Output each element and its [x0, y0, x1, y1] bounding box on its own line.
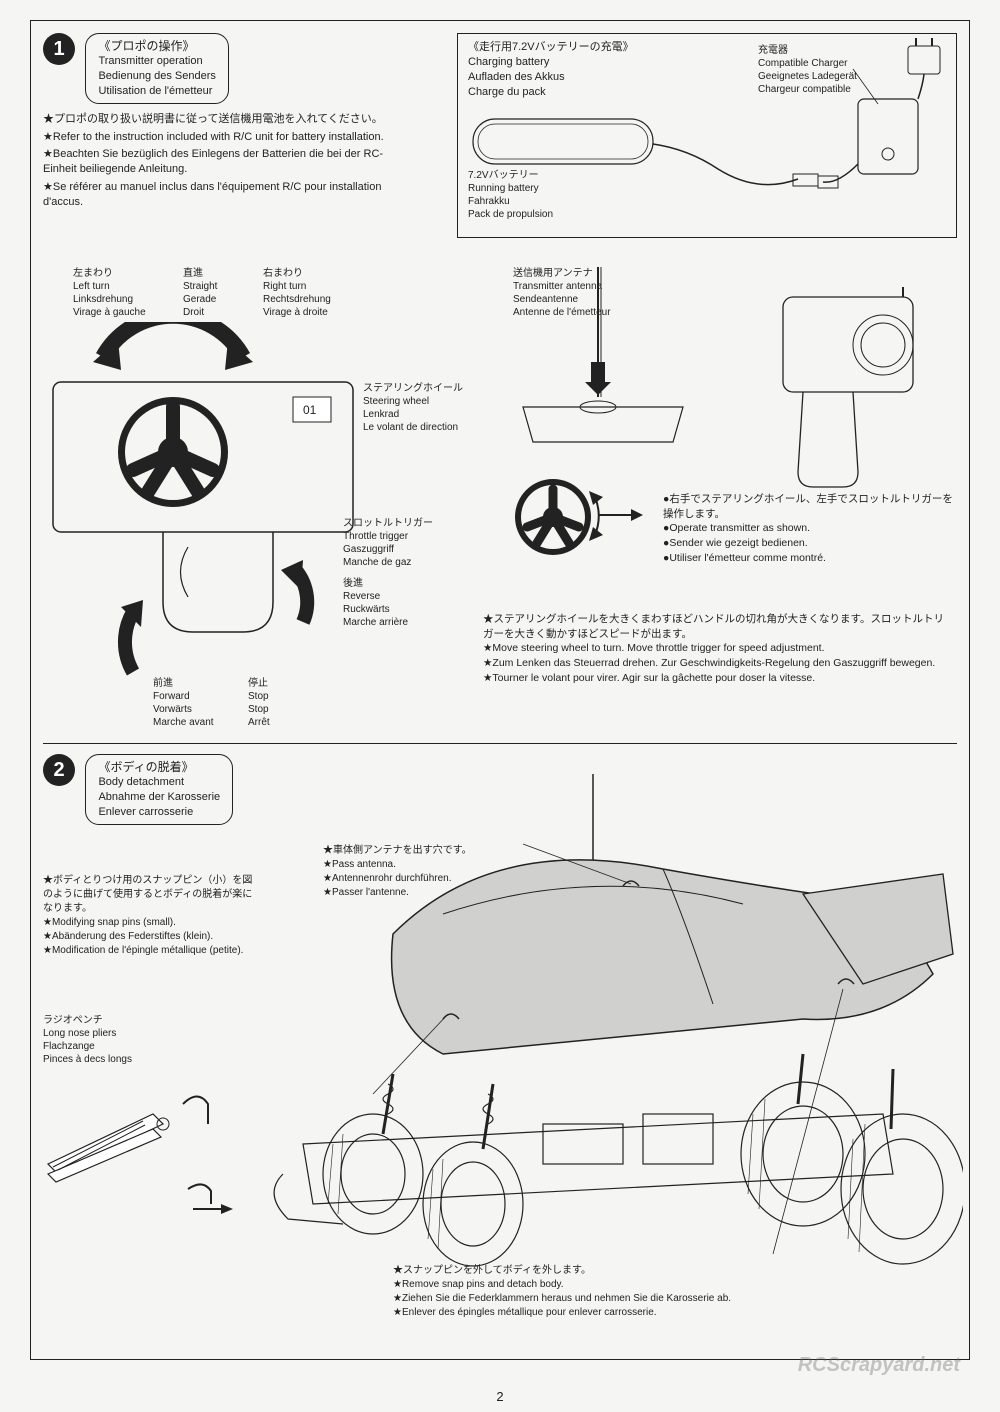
- move-en: ★Move steering wheel to turn. Move throt…: [483, 641, 953, 656]
- forward-jp: 前進: [153, 677, 214, 690]
- left-fr: Virage à gauche: [73, 306, 146, 319]
- reverse-en: Reverse: [343, 590, 408, 603]
- title2-jp: 《ボディの脱着》: [98, 759, 220, 775]
- reverse-jp: 後進: [343, 577, 408, 590]
- right-de: Rechtsdrehung: [263, 293, 331, 306]
- forward-en: Forward: [153, 690, 214, 703]
- straight-en: Straight: [183, 280, 217, 293]
- operate-de: ●Sender wie gezeigt bedienen.: [663, 536, 953, 551]
- forward-fr: Marche avant: [153, 716, 214, 729]
- snap-en: ★Modifying snap pins (small).: [43, 916, 253, 930]
- title2-en: Body detachment: [98, 775, 220, 790]
- remove-jp: ★スナップピンを外してボディを外します。: [393, 1264, 953, 1278]
- remove-de: ★Ziehen Sie die Federklammern heraus und…: [393, 1292, 953, 1306]
- throttle-en: Throttle trigger: [343, 530, 433, 543]
- stop-jp: 停止: [248, 677, 270, 690]
- remove-en: ★Remove snap pins and detach body.: [393, 1278, 953, 1292]
- step-1-badge: 1: [43, 33, 75, 65]
- pliers-diagram: [43, 1069, 243, 1239]
- move-notes: ★ステアリングホイールを大きくまわすほどハンドルの切れ角が大きくなります。スロッ…: [483, 612, 953, 685]
- left-en: Left turn: [73, 280, 146, 293]
- instr-de: ★Beachten Sie bezüglich des Einlegens de…: [43, 147, 413, 177]
- instr-jp: ★プロポの取り扱い説明書に従って送信機用電池を入れてください。: [43, 112, 413, 127]
- right-en: Right turn: [263, 280, 331, 293]
- wheel-fr: Le volant de direction: [363, 421, 463, 434]
- right-jp: 右まわり: [263, 267, 331, 280]
- operate-en: ●Operate transmitter as shown.: [663, 521, 953, 536]
- forward-de: Vorwärts: [153, 703, 214, 716]
- step1-instructions: ★プロポの取り扱い説明書に従って送信機用電池を入れてください。 ★Refer t…: [43, 112, 413, 210]
- move-fr: ★Tourner le volant pour virer. Agir sur …: [483, 671, 953, 686]
- svg-text:01: 01: [303, 403, 317, 417]
- steering-area: 左まわり Left turn Linksdrehung Virage à gau…: [43, 267, 957, 737]
- wheel-de: Lenkrad: [363, 408, 463, 421]
- stop-de: Stop: [248, 703, 270, 716]
- instr-fr: ★Se référer au manuel inclus dans l'équi…: [43, 180, 413, 210]
- remove-note: ★スナップピンを外してボディを外します。 ★Remove snap pins a…: [393, 1264, 953, 1320]
- left-jp: 左まわり: [73, 267, 146, 280]
- title2-fr: Enlever carrosserie: [98, 805, 220, 820]
- straight-de: Gerade: [183, 293, 217, 306]
- right-fr: Virage à droite: [263, 306, 331, 319]
- move-de: ★Zum Lenken das Steuerrad drehen. Zur Ge…: [483, 656, 953, 671]
- straight-fr: Droit: [183, 306, 217, 319]
- title-de: Bedienung des Senders: [98, 69, 215, 84]
- remove-fr: ★Enlever des épingles métallique pour en…: [393, 1306, 953, 1320]
- reverse-fr: Marche arrière: [343, 616, 408, 629]
- step-2-title: 《ボディの脱着》 Body detachment Abnahme der Kar…: [85, 754, 233, 825]
- left-de: Linksdrehung: [73, 293, 146, 306]
- throttle-fr: Manche de gaz: [343, 556, 433, 569]
- snap-jp: ★ボディとりつけ用のスナップピン（小）を図のように曲げて使用するとボディの脱着が…: [43, 874, 253, 916]
- wheel-jp: ステアリングホイール: [363, 382, 463, 395]
- section-divider: [43, 743, 957, 744]
- title-en: Transmitter operation: [98, 54, 215, 69]
- pliers-en: Long nose pliers: [43, 1027, 132, 1040]
- buggy-diagram: [243, 774, 963, 1314]
- pliers-de: Flachzange: [43, 1040, 132, 1053]
- throttle-de: Gaszuggriff: [343, 543, 433, 556]
- instr-en: ★Refer to the instruction included with …: [43, 130, 413, 145]
- snap-de: ★Abänderung des Federstiftes (klein).: [43, 930, 253, 944]
- operate-fr: ●Utiliser l'émetteur comme montré.: [663, 551, 953, 566]
- title2-de: Abnahme der Karosserie: [98, 790, 220, 805]
- step-2-badge: 2: [43, 754, 75, 786]
- page-number: 2: [496, 1389, 503, 1404]
- section-1: 1 《プロポの操作》 Transmitter operation Bedienu…: [43, 33, 957, 253]
- pliers-jp: ラジオペンチ: [43, 1014, 132, 1027]
- charger-diagram: [458, 34, 948, 229]
- stop-fr: Arrêt: [248, 716, 270, 729]
- pliers-label: ラジオペンチ Long nose pliers Flachzange Pince…: [43, 1014, 132, 1066]
- snap-fr: ★Modification de l'épingle métallique (p…: [43, 944, 253, 958]
- watermark: RCScrapyard.net: [798, 1354, 960, 1377]
- title-jp: 《プロポの操作》: [98, 38, 215, 54]
- pliers-fr: Pinces à decs longs: [43, 1053, 132, 1066]
- page-frame: 1 《プロポの操作》 Transmitter operation Bedienu…: [30, 20, 970, 1360]
- operate-bullets: ●右手でステアリングホイール、左手でスロットルトリガーを操作します。 ●Oper…: [663, 492, 953, 565]
- operate-jp: ●右手でステアリングホイール、左手でスロットルトリガーを操作します。: [663, 492, 953, 521]
- move-jp: ★ステアリングホイールを大きくまわすほどハンドルの切れ角が大きくなります。スロッ…: [483, 612, 953, 641]
- straight-jp: 直進: [183, 267, 217, 280]
- step-1-title: 《プロポの操作》 Transmitter operation Bedienung…: [85, 33, 228, 104]
- reverse-de: Ruckwärts: [343, 603, 408, 616]
- charging-box: 《走行用7.2Vバッテリーの充電》 Charging battery Aufla…: [457, 33, 957, 238]
- wheel-en: Steering wheel: [363, 395, 463, 408]
- throttle-jp: スロットルトリガー: [343, 517, 433, 530]
- snap-pin-note: ★ボディとりつけ用のスナップピン（小）を図のように曲げて使用するとボディの脱着が…: [43, 874, 253, 958]
- stop-en: Stop: [248, 690, 270, 703]
- section-2: 2 《ボディの脱着》 Body detachment Abnahme der K…: [43, 754, 957, 1324]
- title-fr: Utilisation de l'émetteur: [98, 84, 215, 99]
